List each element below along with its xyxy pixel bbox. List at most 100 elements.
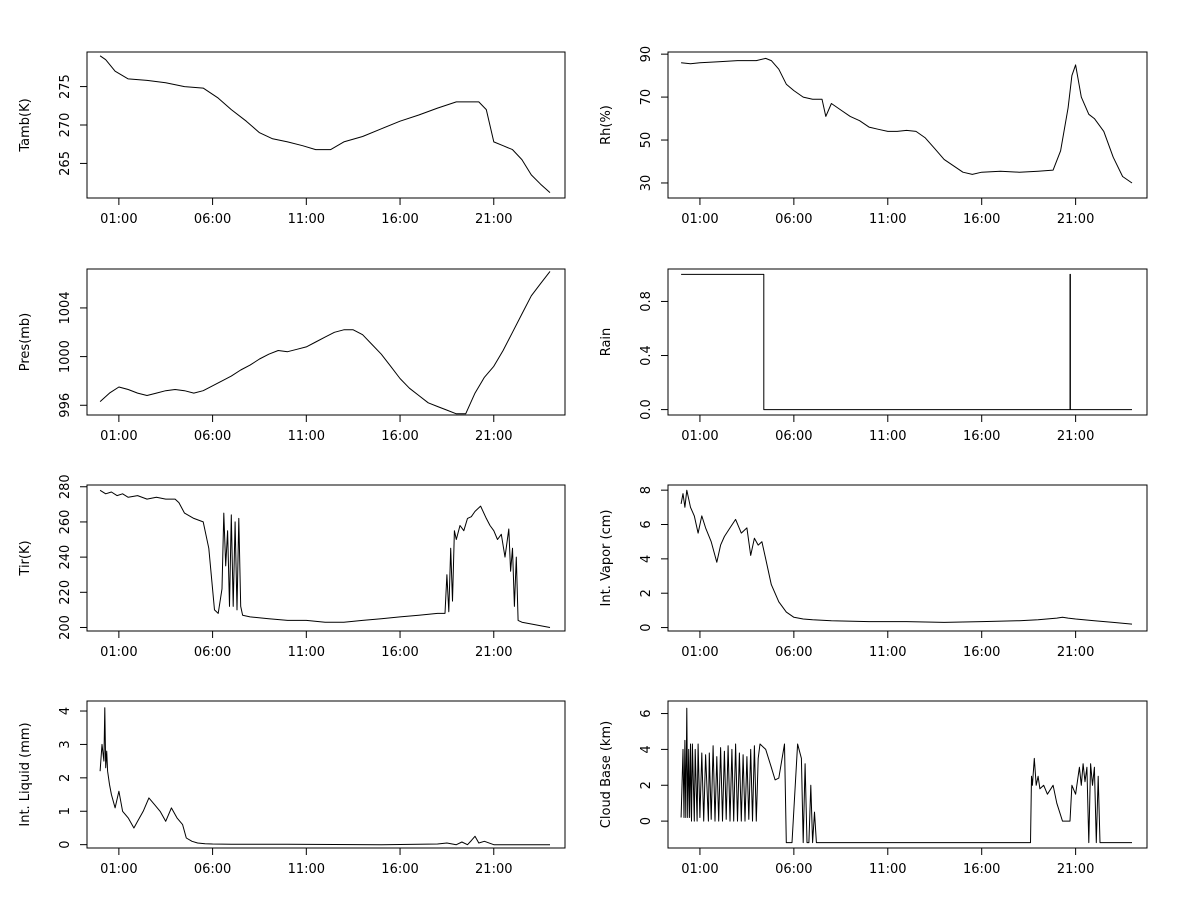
chart8-y-tick-label: 4: [639, 745, 654, 753]
chart4-x-tick-label: 21:00: [1057, 429, 1094, 444]
chart2-y-tick-label: 30: [639, 175, 654, 192]
rh-chart-area: 01:00 06:00 11:00 16:00 21:00 30 50 70 90 Rh(%): [599, 46, 1148, 227]
chart8-x-tick-label: 01:00: [681, 862, 718, 877]
chart6-x-tick-label: 11:00: [869, 645, 906, 660]
pres-chart-area: 01:00 06:00 11:00 16:00 21:00 996 1000 1004 Pres…: [18, 268, 566, 444]
chart5-x-tick-label: 11:00: [288, 645, 325, 660]
chart3-x-tick-label: 01:00: [100, 429, 137, 444]
panel-rain: 01:00 06:00 11:00 16:00 21:00 0.0 0.4 0.8 Rain: [599, 268, 1148, 444]
chart8-y-tick-label: 2: [639, 781, 654, 789]
rain-chart-area: 01:00 06:00 11:00 16:00 21:00 0.0 0.4 0.8 Rain: [599, 268, 1148, 444]
chart1-y-axis-label: Tamb(K): [18, 98, 33, 152]
chart8-x-tick-label: 21:00: [1057, 862, 1094, 877]
int-vapor-chart-area: 01:00 06:00 11:00 16:00 21:00 0 2 4 6 8 Int. Vapor…: [599, 484, 1148, 660]
chart7-y-tick-label: 0: [58, 841, 73, 849]
chart2-y-tick-label: 50: [639, 132, 654, 149]
chart4-y-axis-label: Rain: [599, 328, 614, 357]
chart7-x-tick-label: 11:00: [288, 862, 325, 877]
chart5-y-tick-label: 240: [58, 545, 73, 570]
chart2-y-tick-label: 90: [639, 46, 654, 63]
chart8-x-tick-label: 11:00: [869, 862, 906, 877]
chart5-plot-frame: [86, 484, 566, 632]
chart6-x-tick-label: 16:00: [963, 645, 1000, 660]
chart5-x-tick-label: 21:00: [475, 645, 512, 660]
chart3-x-tick-label: 11:00: [288, 429, 325, 444]
chart6-y-tick-label: 8: [639, 486, 654, 494]
panel-tir: 01:00 06:00 11:00 16:00 21:00 200 220 240 260 280…: [18, 474, 566, 660]
chart3-y-tick-label: 996: [58, 393, 73, 418]
chart1-x-tick-label: 01:00: [100, 212, 137, 227]
chart5-x-tick-label: 16:00: [381, 645, 418, 660]
chart8-x-tick-label: 16:00: [963, 862, 1000, 877]
chart5-x-tick-label: 01:00: [100, 645, 137, 660]
panel-int-vapor: 01:00 06:00 11:00 16:00 21:00 0 2 4 6 8 Int. Vapor…: [599, 484, 1148, 660]
chart2-x-tick-label: 11:00: [869, 212, 906, 227]
chart4-x-tick-label: 11:00: [869, 429, 906, 444]
chart8-plot-frame: [667, 700, 1148, 849]
chart5-x-tick-label: 06:00: [194, 645, 231, 660]
chart3-plot-frame: [86, 268, 566, 416]
chart1-plot-frame: [86, 51, 566, 199]
chart7-x-tick-label: 06:00: [194, 862, 231, 877]
chart7-y-axis-label: Int. Liquid (mm): [18, 722, 33, 826]
chart4-x-tick-label: 01:00: [681, 429, 718, 444]
chart5-series-line: [99, 489, 551, 628]
chart4-plot-frame: [667, 268, 1148, 416]
chart8-y-axis-label: Cloud Base (km): [599, 721, 614, 828]
chart2-x-tick-label: 01:00: [681, 212, 718, 227]
chart1-series-line: [99, 55, 551, 193]
panel-pres: 01:00 06:00 11:00 16:00 21:00 996 1000 1004 Pres…: [18, 268, 566, 444]
chart4-y-tick-label: 0.4: [639, 345, 654, 366]
chart6-y-tick-label: 2: [639, 589, 654, 597]
chart6-y-tick-label: 4: [639, 555, 654, 563]
chart6-x-tick-label: 01:00: [681, 645, 718, 660]
chart7-y-tick-label: 3: [58, 740, 73, 748]
chart3-x-tick-label: 16:00: [381, 429, 418, 444]
chart5-y-axis-label: Tir(K): [18, 540, 33, 576]
chart2-x-tick-label: 21:00: [1057, 212, 1094, 227]
chart4-x-tick-label: 06:00: [775, 429, 812, 444]
chart8-y-tick-label: 6: [639, 709, 654, 717]
chart6-y-axis-label: Int. Vapor (cm): [599, 510, 614, 607]
chart6-y-tick-label: 0: [639, 623, 654, 631]
chart7-x-tick-label: 16:00: [381, 862, 418, 877]
chart1-x-tick-label: 11:00: [288, 212, 325, 227]
chart1-y-tick-label: 270: [58, 113, 73, 138]
chart2-series-line: [681, 57, 1133, 184]
panel-tamb: 01:00 06:00 11:00 16:00 21:00 265 270 275 Tamb(K…: [18, 51, 566, 227]
chart5-y-tick-label: 260: [58, 510, 73, 535]
chart5-y-tick-label: 220: [58, 580, 73, 605]
chart3-x-tick-label: 06:00: [194, 429, 231, 444]
tamb-chart-area: 01:00 06:00 11:00 16:00 21:00 265 270 275 Tamb(K…: [18, 51, 566, 227]
chart2-y-tick-label: 70: [639, 89, 654, 106]
chart8-x-tick-label: 06:00: [775, 862, 812, 877]
chart6-plot-frame: [667, 484, 1148, 632]
chart7-x-tick-label: 01:00: [100, 862, 137, 877]
chart1-x-tick-label: 06:00: [194, 212, 231, 227]
chart7-series-line: [99, 707, 550, 846]
tir-chart-area: 01:00 06:00 11:00 16:00 21:00 200 220 240 260 280…: [18, 474, 566, 660]
chart4-x-tick-label: 16:00: [963, 429, 1000, 444]
chart7-x-tick-label: 21:00: [475, 862, 512, 877]
chart6-y-tick-label: 6: [639, 520, 654, 528]
cloud-base-chart-area: 01:00 06:00 11:00 16:00 21:00 0 2 4 6 Cloud Base …: [599, 700, 1148, 877]
chart5-y-tick-label: 200: [58, 615, 73, 640]
chart7-y-tick-label: 1: [58, 807, 73, 815]
chart7-plot-frame: [86, 700, 566, 849]
chart3-y-tick-label: 1004: [58, 291, 73, 324]
chart6-x-tick-label: 06:00: [775, 645, 812, 660]
chart6-x-tick-label: 21:00: [1057, 645, 1094, 660]
chart3-y-tick-label: 1000: [58, 340, 73, 373]
chart7-y-tick-label: 4: [58, 707, 73, 715]
chart7-y-tick-label: 2: [58, 774, 73, 782]
chart8-y-tick-label: 0: [639, 817, 654, 825]
chart8-series-line: [680, 707, 1132, 844]
chart2-x-tick-label: 06:00: [775, 212, 812, 227]
panel-int-liquid: 01:00 06:00 11:00 16:00 21:00 0 1 2 3 4 Int. Liqui…: [18, 700, 566, 877]
chart4-y-tick-label: 0.0: [639, 399, 654, 420]
chart2-plot-frame: [667, 51, 1148, 199]
panel-cloud-base: 01:00 06:00 11:00 16:00 21:00 0 2 4 6 Cloud Base …: [599, 700, 1148, 877]
chart3-x-tick-label: 21:00: [475, 429, 512, 444]
chart3-y-axis-label: Pres(mb): [18, 313, 33, 372]
